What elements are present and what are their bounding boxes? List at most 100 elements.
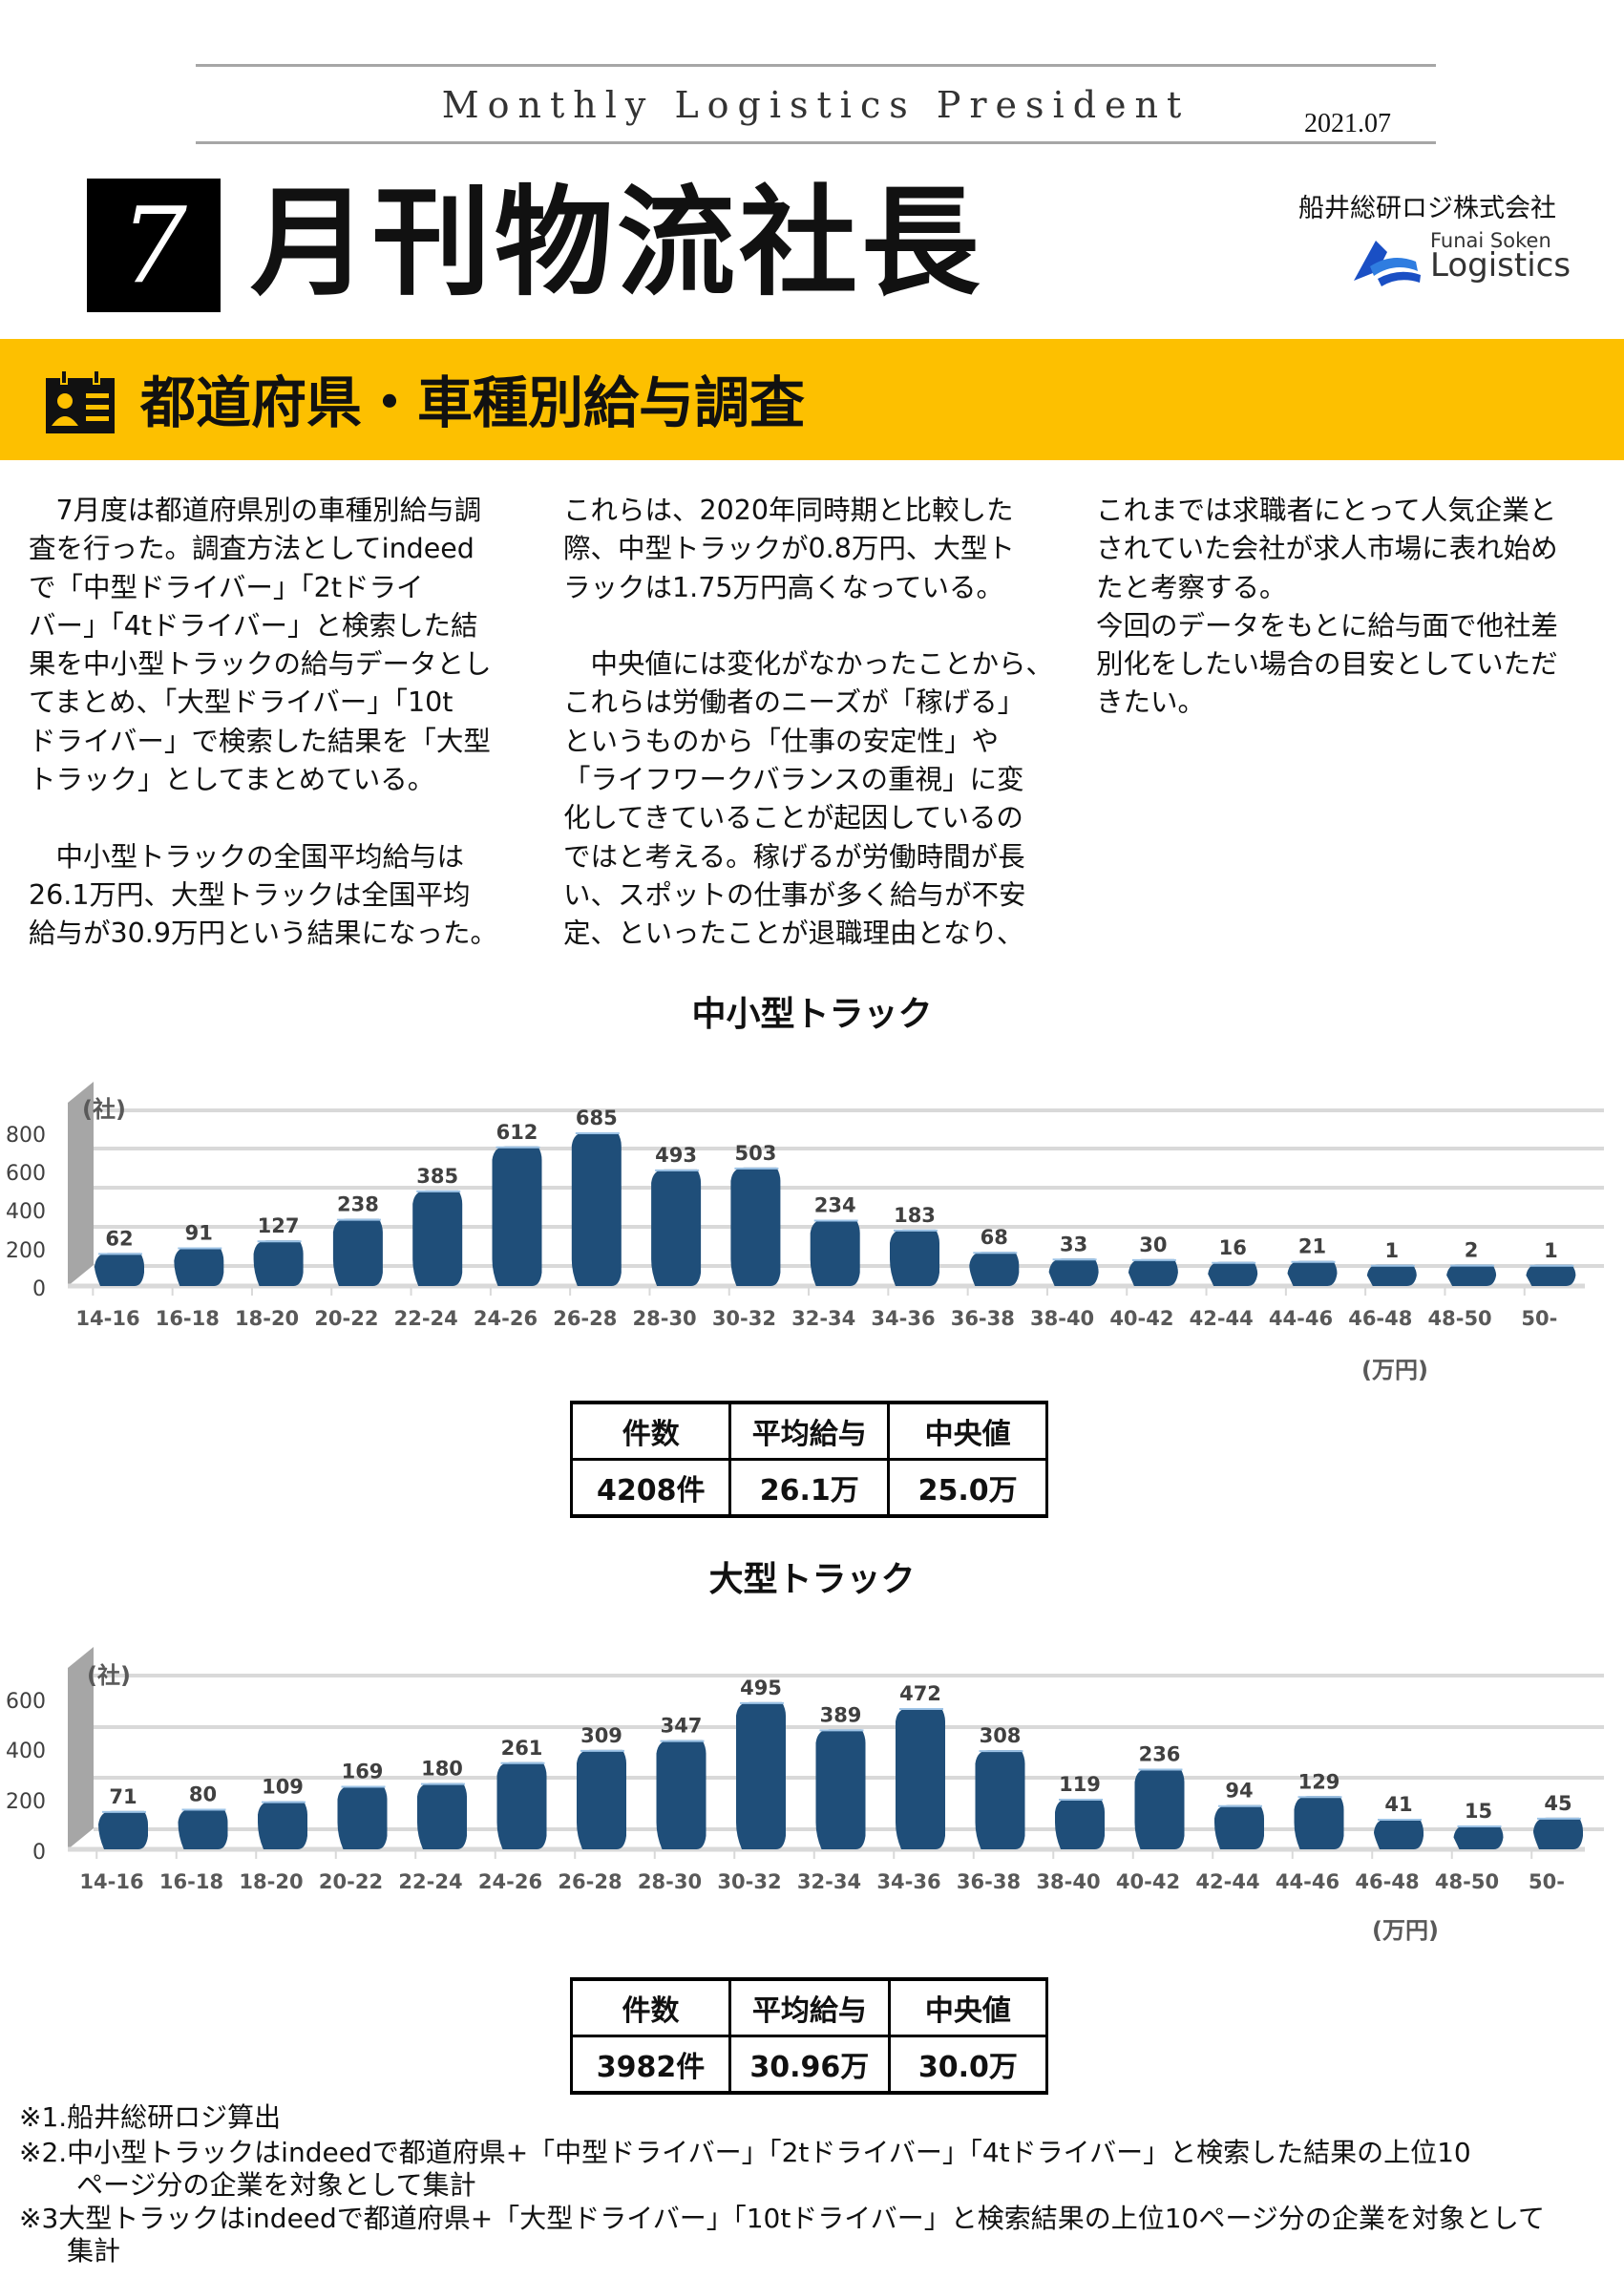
value-count: 4208件 [569, 1458, 732, 1518]
y-axis-unit: (社) [82, 1096, 126, 1123]
x-category-label: 38-40 [1030, 1307, 1094, 1330]
x-axis-unit: (万円) [1361, 1357, 1428, 1383]
logo-text-top: Funai Soken [1430, 229, 1551, 252]
bar-value-label: 16 [1219, 1236, 1247, 1259]
header-median: 中央値 [887, 1401, 1048, 1461]
bar [412, 1190, 463, 1286]
body-text-line: これらは、2020年同時期と比較した [563, 495, 1014, 526]
bar-value-label: 62 [105, 1227, 133, 1250]
body-text-line: トラック」としてまとめている。 [29, 764, 435, 796]
body-text-line: これらは労働者のニーズが「稼げる」 [563, 686, 1025, 719]
table-row: 4208件 26.1万 25.0万 [569, 1458, 1048, 1518]
bar [810, 1219, 860, 1286]
value-median: 25.0万 [887, 1458, 1048, 1518]
x-category-label: 40-42 [1109, 1307, 1173, 1330]
body-column-1: 7月度は都道府県別の車種別給与調 査を行った。調査方法としてindeed で「中型ド… [29, 492, 497, 954]
value-average: 26.1万 [728, 1458, 891, 1518]
id-badge-icon [46, 370, 115, 433]
header-bottom-rule [196, 141, 1436, 144]
x-category-label: 26-28 [553, 1307, 617, 1330]
footnote-3-cont: 集計 [67, 2235, 121, 2267]
header-count: 件数 [569, 1401, 732, 1461]
table-header-row: 件数 平均給与 中央値 [570, 1977, 1049, 2037]
stats-table-small-medium: 件数 平均給与 中央値 4208件 26.1万 25.0万 [569, 1401, 1048, 1518]
header-top-rule [196, 64, 1436, 67]
body-text-line: たと考察する。 [1096, 571, 1287, 603]
company-name: 船井総研ロジ株式会社 [1298, 194, 1556, 223]
body-text-line: されていた会社が求人市場に表れ始め [1096, 533, 1558, 565]
chart1-title: 中小型トラック [691, 995, 933, 1034]
y-tick-label: 800 [6, 1124, 46, 1148]
header-median: 中央値 [887, 1977, 1049, 2037]
bar [174, 1247, 224, 1286]
body-text-line: 中小型トラックの全国平均給与は [29, 840, 465, 873]
y-tick-label: 0 [32, 1277, 46, 1301]
x-category-label: 16-18 [156, 1307, 220, 1330]
x-category-label: 46-48 [1348, 1307, 1412, 1330]
bar [1048, 1258, 1099, 1286]
y-tick-label: 400 [6, 1200, 46, 1224]
bar [1287, 1260, 1338, 1286]
chart2-title: 大型トラック [708, 1560, 916, 1599]
value-average: 30.96万 [728, 2035, 891, 2095]
body-text-line: ドライバー」で検索した結果を「大型 [29, 725, 491, 757]
body-column-3: これまでは求職者にとって人気企業と されていた会社が求人市場に表れ始め たと考察する… [1096, 492, 1558, 723]
stats-table-large: 件数 平均給与 中央値 3982件 30.96万 30.0万 [570, 1977, 1049, 2095]
bar [1128, 1258, 1178, 1286]
x-category-label: 24-26 [474, 1307, 538, 1330]
bar [253, 1240, 304, 1286]
x-category-label: 50- [1521, 1307, 1557, 1330]
footnote-2: ※2.中小型トラックはindeedで都道府県+「中型ドライバー」「2tドライバー… [19, 2137, 1471, 2168]
bar-value-label: 21 [1298, 1235, 1326, 1258]
body-text-line: 26.1万円、大型トラックは全国平均 [29, 878, 471, 911]
y-tick-label: 600 [6, 1162, 46, 1186]
bar-value-label: 1 [1544, 1239, 1558, 1262]
bar-value-label: 2 [1465, 1239, 1479, 1262]
bar-value-label: 612 [496, 1121, 538, 1144]
x-category-label: 28-30 [633, 1307, 697, 1330]
section-title: 都道府県・車種別給与調査 [140, 370, 806, 435]
bar [1366, 1264, 1417, 1286]
body-text-line: これまでは求職者にとって人気企業と [1096, 495, 1557, 526]
bar [969, 1252, 1020, 1286]
section-band [0, 339, 1624, 460]
body-text-line: 査を行った。調査方法としてindeed [29, 533, 475, 565]
axis-side-wall [68, 1082, 94, 1286]
bar [651, 1169, 702, 1286]
x-category-label: 20-22 [314, 1307, 378, 1330]
logo-text-bottom: Logistics [1430, 246, 1571, 285]
x-category-label: 42-44 [1190, 1307, 1254, 1330]
body-text-line: きたい。 [1096, 686, 1206, 719]
x-category-label: 48-50 [1428, 1307, 1492, 1330]
body-text-line: 7月度は都道府県別の車種別給与調 [29, 495, 482, 526]
body-text-line: 別化をしたい場合の目安としていただ [1096, 648, 1558, 681]
newsletter-subtitle: Monthly Logistics President [441, 84, 1191, 126]
bar-value-label: 183 [894, 1204, 936, 1227]
bar-value-label: 234 [814, 1193, 856, 1216]
header-average: 平均給与 [728, 1977, 891, 2037]
bar-value-label: 238 [337, 1193, 379, 1216]
bar [571, 1131, 622, 1286]
x-category-label: 30-32 [712, 1307, 776, 1330]
bar [890, 1229, 939, 1286]
x-category-label: 22-24 [394, 1307, 458, 1330]
body-text-line: い、スポットの仕事が多く給与が不安 [563, 878, 1026, 911]
bar-value-label: 503 [734, 1142, 776, 1165]
bar-value-label: 68 [981, 1226, 1008, 1249]
x-category-label: 18-20 [235, 1307, 299, 1330]
bar-value-label: 685 [576, 1107, 618, 1129]
value-count: 3982件 [570, 2035, 731, 2095]
table-header-row: 件数 平均給与 中央値 [569, 1401, 1048, 1461]
body-text-line: 給与が30.9万円という結果になった。 [29, 918, 497, 950]
x-category-label: 44-46 [1269, 1307, 1333, 1330]
y-tick-label: 200 [6, 1239, 46, 1263]
logo-wave-icon [1354, 241, 1421, 286]
x-category-label: 32-34 [791, 1307, 855, 1330]
bar [332, 1218, 383, 1286]
company-logo: Funai Soken Logistics [1349, 229, 1571, 286]
footnote-3: ※3大型トラックはindeedで都道府県+「大型ドライバー」「10tドライバー」… [19, 2203, 1545, 2234]
bar [730, 1167, 781, 1286]
bar [492, 1146, 542, 1286]
bar-value-label: 385 [416, 1165, 458, 1188]
